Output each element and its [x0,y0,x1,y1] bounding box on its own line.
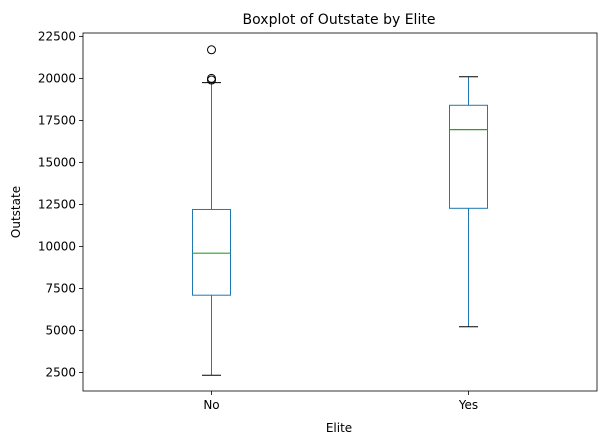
y-tick-label: 10000 [38,239,76,253]
y-tick-label: 2500 [45,366,76,380]
box-group-yes [449,76,488,328]
y-axis-label: Outstate [9,186,23,238]
y-axis: 2500 5000 7500 10000 12500 15000 17500 20000 225… [38,29,83,380]
y-tick-label: 17500 [38,113,76,127]
y-tick-label: 22500 [38,29,76,43]
x-tick-label: Yes [458,398,478,412]
plot-area [82,32,598,392]
outlier-point [207,45,216,55]
y-tick-label: 5000 [45,323,76,337]
box-group-no [192,45,231,376]
y-tick-label: 7500 [45,281,76,295]
y-tick-label: 15000 [38,155,76,169]
iqr-box [449,104,488,209]
outlier-point [207,73,216,83]
x-axis-label: Elite [326,421,352,435]
boxes [192,45,488,376]
chart-title: Boxplot of Outstate by Elite [243,12,436,28]
x-tick-label: No [203,398,219,412]
iqr-box [192,208,231,296]
x-axis: No Yes [203,391,478,412]
y-tick-label: 12500 [38,197,76,211]
y-tick-label: 20000 [38,71,76,85]
